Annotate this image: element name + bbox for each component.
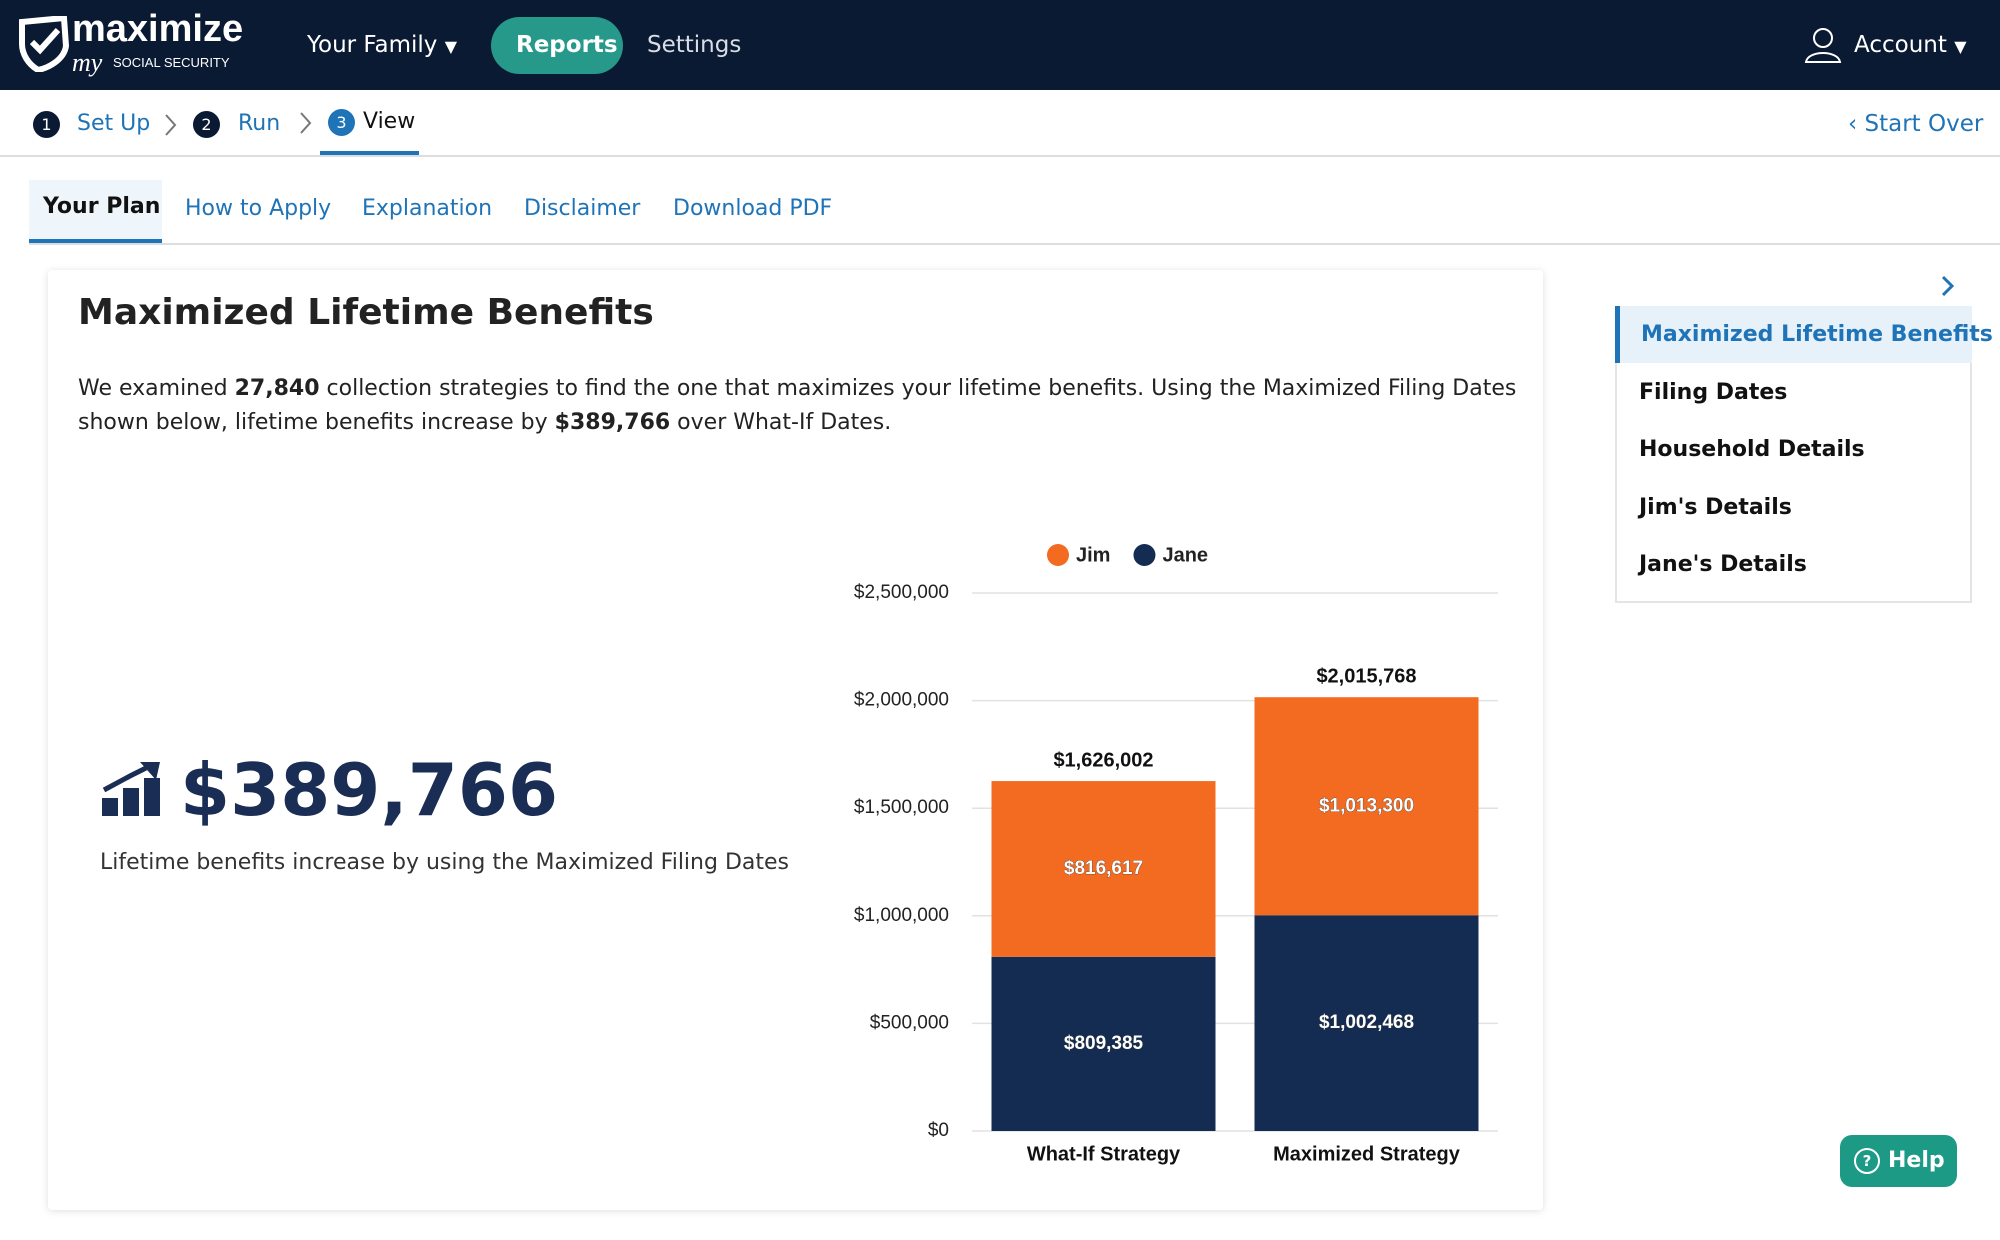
tab-active-bg — [29, 180, 162, 243]
text-bold: 27,840 — [234, 376, 320, 401]
step-number: 3 — [328, 109, 355, 136]
step-number: 2 — [193, 111, 220, 138]
highlight-value: $389,766 — [180, 748, 559, 832]
total-label: $1,626,002 — [1053, 749, 1153, 771]
tab[interactable]: Explanation — [362, 196, 493, 221]
text: over What-If Dates. — [670, 410, 892, 435]
bar-segment — [991, 956, 1216, 1131]
chevron — [300, 112, 312, 134]
value-label: $816,617 — [1064, 858, 1143, 879]
sidebar-item[interactable]: Household Details — [1639, 437, 1865, 462]
y-tick-label: $1,500,000 — [854, 797, 949, 818]
legend-swatch — [1133, 544, 1156, 566]
nav-pill[interactable] — [491, 17, 623, 74]
bar-segment — [1254, 697, 1479, 916]
brand: maximize — [72, 8, 244, 50]
growth-icon — [102, 762, 160, 816]
help-label: Help — [1888, 1148, 1945, 1173]
tab[interactable]: Download PDF — [673, 196, 833, 221]
y-tick-label: $1,000,000 — [854, 905, 949, 926]
summary: We examined 27,840 collection strategies… — [78, 372, 1518, 440]
bar-segment — [991, 781, 1216, 957]
tab[interactable]: Disclaimer — [524, 196, 641, 221]
value-label: $1,002,468 — [1319, 1012, 1414, 1033]
x-tick-label: Maximized Strategy — [1273, 1143, 1461, 1165]
y-tick-label: $2,000,000 — [854, 690, 949, 711]
legend-label: Jane — [1162, 544, 1208, 566]
y-tick-label: $2,500,000 — [854, 582, 949, 603]
sidebar-item[interactable]: Jim's Details — [1639, 495, 1792, 520]
sidebar-item[interactable]: Maximized Lifetime Benefits — [1615, 306, 1993, 363]
total-label: $2,015,768 — [1316, 665, 1416, 687]
tab[interactable]: How to Apply — [185, 196, 332, 221]
help-icon: ? — [1854, 1148, 1880, 1174]
nav-reports[interactable]: Reports — [516, 32, 618, 58]
text: We examined — [78, 376, 235, 401]
nav-your-family[interactable]: Your Family ▼ — [307, 32, 457, 58]
step-label[interactable]: Set Up — [77, 111, 151, 136]
legend-label: Jim — [1076, 544, 1110, 566]
start-over-label: Start Over — [1864, 111, 1984, 137]
help-button[interactable]: ? Help — [1840, 1135, 1957, 1187]
step-underline — [320, 151, 419, 155]
bar-segment — [1254, 915, 1479, 1131]
collapse-chevron[interactable] — [1938, 274, 1958, 298]
y-tick-label: $0 — [928, 1120, 949, 1141]
value-label: $809,385 — [1064, 1033, 1144, 1054]
account-icon — [1804, 28, 1842, 63]
text: collection strategies to find the one th… — [78, 376, 1517, 435]
chart: $0 $500,000 $1,000,000 $1,500,000 $2,000,000… — [854, 544, 1498, 1165]
legend-swatch — [1047, 544, 1069, 566]
top-bar — [0, 0, 2000, 90]
brand-my: my — [72, 48, 103, 77]
caret: ▼ — [1954, 37, 1967, 56]
sidebar-item[interactable]: Filing Dates — [1639, 380, 1788, 405]
nav-settings[interactable]: Settings — [647, 32, 742, 58]
nav-label: Your Family — [307, 32, 438, 58]
y-tick-label: $500,000 — [870, 1012, 949, 1033]
caret: ▼ — [444, 37, 458, 56]
sidebar-item[interactable]: Jane's Details — [1639, 552, 1807, 577]
step-number: 1 — [33, 111, 60, 138]
text-bold: $389,766 — [554, 410, 671, 435]
divider — [29, 243, 2000, 245]
logo-icon — [19, 16, 70, 72]
brand-sub: SOCIAL SECURITY — [113, 55, 230, 70]
start-over[interactable]: ‹ Start Over — [1848, 111, 1984, 137]
chevron — [165, 114, 177, 136]
highlight-caption: Lifetime benefits increase by using the … — [100, 850, 789, 875]
value-label: $1,013,300 — [1319, 795, 1414, 816]
account-label: Account — [1854, 32, 1947, 58]
x-tick-label: What-If Strategy — [1027, 1143, 1181, 1165]
account-menu[interactable]: Account ▼ — [1854, 32, 1967, 58]
step-label[interactable]: View — [363, 109, 416, 134]
divider — [0, 155, 2000, 157]
tab[interactable]: Your Plan — [43, 194, 161, 219]
step-label[interactable]: Run — [238, 111, 281, 136]
card-title: Maximized Lifetime Benefits — [78, 292, 654, 333]
